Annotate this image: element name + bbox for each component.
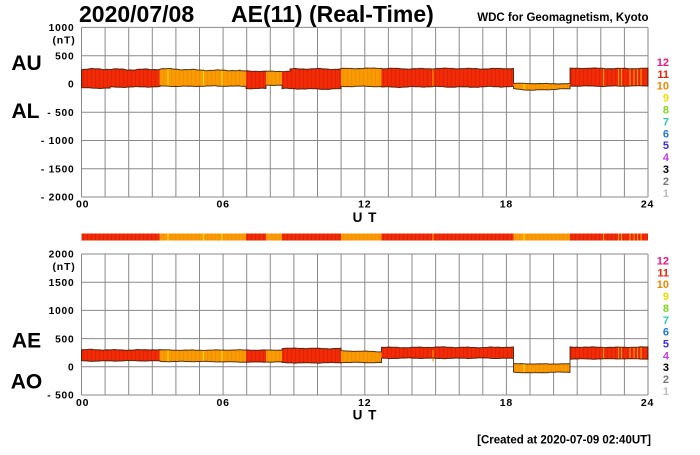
svg-text:8: 8	[663, 105, 669, 117]
svg-text:18: 18	[500, 199, 513, 211]
svg-text:8: 8	[663, 303, 669, 315]
svg-text:WDC for Geomagnetism, Kyoto: WDC for Geomagnetism, Kyoto	[477, 12, 648, 24]
svg-text:AU: AU	[11, 52, 41, 75]
svg-text:0: 0	[68, 363, 74, 374]
svg-text:- 1500: - 1500	[41, 164, 75, 175]
svg-text:- 500: - 500	[47, 391, 74, 402]
svg-text:0: 0	[68, 80, 74, 91]
svg-text:3: 3	[663, 362, 669, 374]
svg-text:1500: 1500	[49, 278, 75, 289]
svg-text:U T: U T	[353, 408, 378, 423]
svg-text:AO: AO	[11, 370, 43, 393]
svg-text:1: 1	[663, 188, 669, 200]
svg-text:1000: 1000	[49, 306, 75, 317]
svg-text:6: 6	[663, 327, 669, 339]
svg-text:4: 4	[663, 350, 670, 362]
svg-text:5: 5	[663, 338, 669, 350]
svg-text:9: 9	[663, 93, 669, 105]
svg-text:12: 12	[358, 199, 371, 211]
svg-text:00: 00	[76, 199, 89, 211]
svg-text:00: 00	[76, 397, 89, 409]
svg-text:7: 7	[663, 116, 669, 128]
svg-text:2020/07/08: 2020/07/08	[79, 1, 194, 27]
svg-text:12: 12	[657, 255, 669, 267]
svg-text:12: 12	[657, 57, 669, 69]
svg-text:AL: AL	[12, 100, 40, 123]
svg-text:2000: 2000	[49, 250, 75, 261]
svg-text:12: 12	[358, 397, 371, 409]
svg-text:10: 10	[657, 81, 669, 93]
svg-text:(nT): (nT)	[52, 34, 75, 46]
svg-text:1000: 1000	[49, 23, 75, 34]
svg-text:11: 11	[657, 69, 669, 81]
svg-text:AE: AE	[12, 330, 41, 353]
svg-text:24: 24	[641, 199, 654, 211]
svg-text:6: 6	[663, 128, 669, 140]
svg-text:2: 2	[663, 176, 669, 188]
svg-text:4: 4	[663, 152, 670, 164]
svg-text:1: 1	[663, 386, 669, 398]
svg-text:11: 11	[657, 267, 669, 279]
svg-text:- 1000: - 1000	[41, 136, 75, 147]
svg-text:500: 500	[55, 334, 74, 345]
svg-text:06: 06	[216, 397, 229, 409]
svg-text:9: 9	[663, 291, 669, 303]
svg-text:- 2000: - 2000	[41, 193, 75, 204]
svg-text:U T: U T	[353, 210, 378, 225]
svg-text:2: 2	[663, 374, 669, 386]
svg-text:10: 10	[657, 279, 669, 291]
svg-text:3: 3	[663, 164, 669, 176]
svg-text:[Created at 2020-07-09 02:40UT: [Created at 2020-07-09 02:40UT]	[477, 435, 651, 447]
svg-text:- 500: - 500	[47, 108, 74, 119]
svg-text:500: 500	[55, 51, 74, 62]
svg-text:24: 24	[641, 397, 654, 409]
svg-text:(nT): (nT)	[52, 261, 75, 273]
svg-text:06: 06	[216, 199, 229, 211]
svg-text:18: 18	[500, 397, 513, 409]
svg-text:7: 7	[663, 315, 669, 327]
svg-text:AE(11) (Real-Time): AE(11) (Real-Time)	[231, 1, 434, 27]
svg-text:5: 5	[663, 140, 669, 152]
